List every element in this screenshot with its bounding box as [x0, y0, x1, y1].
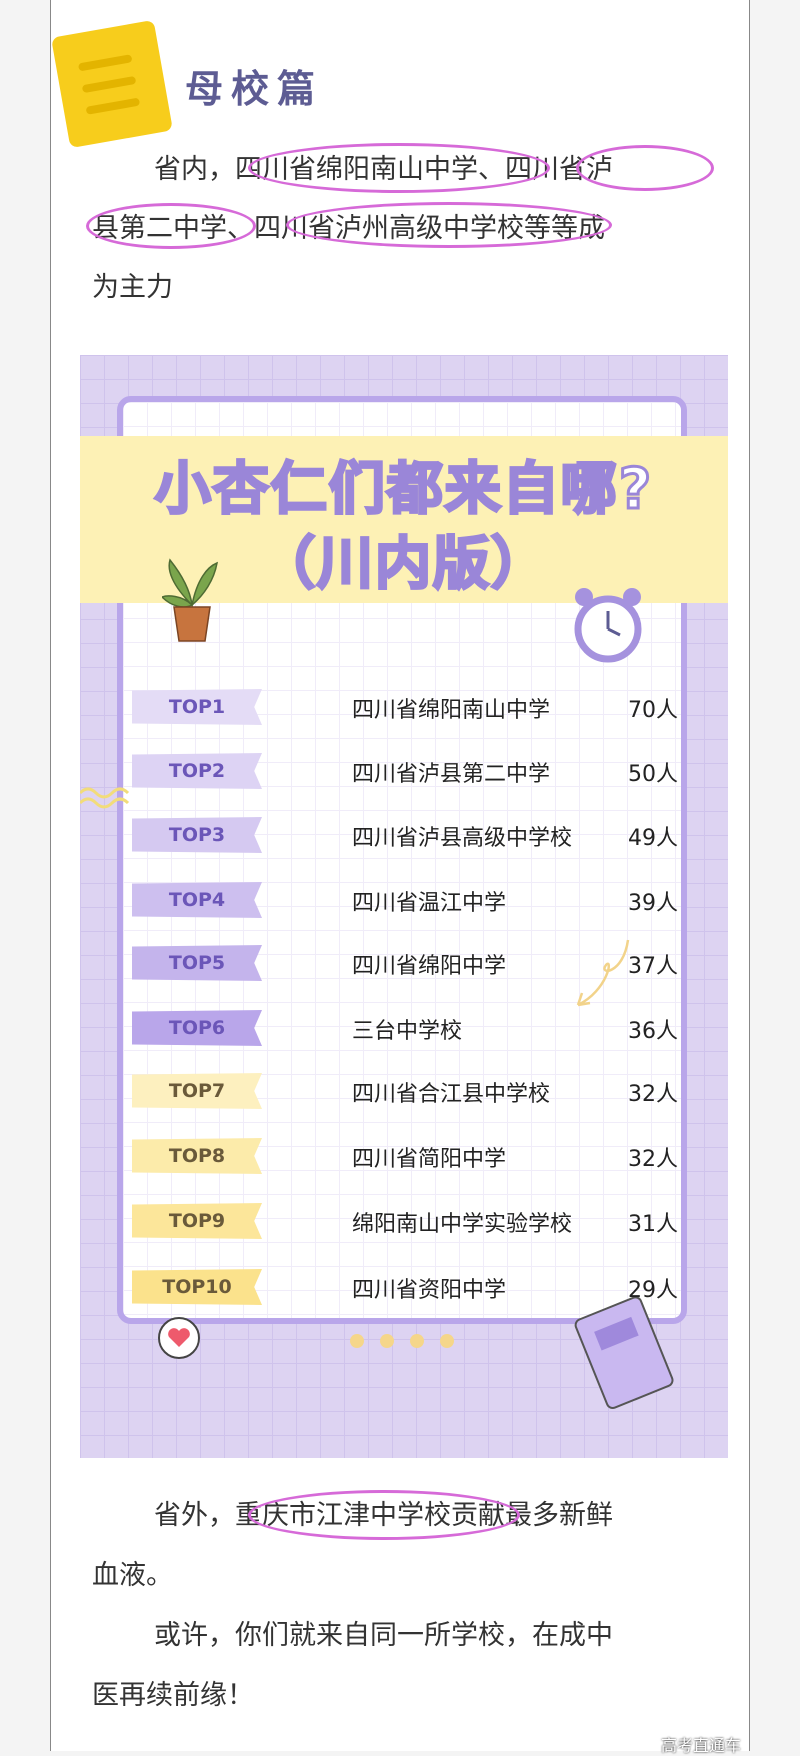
heart-bubble-icon — [154, 1315, 204, 1369]
title-banner: 小杏仁们都来自哪? （川内版） — [80, 436, 728, 603]
text: 省内， — [154, 154, 235, 185]
student-count: 49人 — [628, 826, 678, 851]
school-name: 四川省泸县第二中学 — [352, 762, 551, 787]
text: 贡献最多新鲜 — [451, 1500, 613, 1531]
intro-line-3: 为主力 — [92, 272, 173, 303]
outro-line-1: 省外，重庆市江津中学校贡献最多新鲜 — [92, 1486, 722, 1545]
text: 、 — [227, 213, 254, 244]
school-highlight: 四川省绵阳南山中学 — [235, 154, 478, 185]
outro-line-4: 医再续前缘！ — [92, 1680, 254, 1711]
student-count: 32人 — [628, 1082, 678, 1107]
rank-tag: TOP9 — [132, 1203, 262, 1239]
rank-tag: TOP5 — [132, 945, 262, 981]
school-name: 四川省资阳中学 — [352, 1278, 507, 1303]
student-count: 39人 — [628, 891, 678, 916]
infographic-title: 小杏仁们都来自哪? — [153, 456, 654, 524]
school-name: 四川省合江县中学校 — [352, 1082, 551, 1107]
plant-icon — [160, 555, 222, 649]
infographic-subtitle: （川内版） — [258, 531, 549, 599]
outro-line-3: 或许，你们就来自同一所学校，在成中 — [154, 1620, 613, 1651]
student-count: 36人 — [628, 1019, 678, 1044]
student-count: 32人 — [628, 1147, 678, 1172]
alarm-clock-icon — [568, 583, 648, 671]
rank-tag: TOP6 — [132, 1010, 262, 1046]
school-highlight: 四川省泸 — [505, 154, 613, 185]
rank-tag: TOP2 — [132, 753, 262, 789]
student-count: 70人 — [628, 698, 678, 723]
notebook-icon — [570, 1290, 680, 1424]
school-name: 四川省温江中学 — [352, 891, 507, 916]
dots-decoration — [350, 1333, 470, 1352]
school-highlight: 重庆市江津中学校 — [235, 1500, 451, 1531]
ranking-infographic: 小杏仁们都来自哪? （川内版） TOP1 四川省绵阳南山中学 70人 TOP2 四… — [78, 355, 728, 1458]
school-highlight: 四川省泸州高级中学校 — [254, 213, 524, 244]
school-name: 三台中学校 — [352, 1019, 463, 1044]
school-name: 四川省泸县高级中学校 — [352, 826, 573, 851]
student-count: 31人 — [628, 1212, 678, 1237]
school-name: 四川省绵阳中学 — [352, 954, 507, 979]
intro-line-2: 县第二中学、四川省泸州高级中学校等等成 — [92, 199, 722, 258]
rank-tag: TOP8 — [132, 1138, 262, 1174]
wave-decoration-icon — [78, 785, 140, 819]
curly-arrow-icon — [568, 935, 638, 1019]
watermark: 高考直通车 — [661, 1736, 742, 1755]
school-name: 绵阳南山中学实验学校 — [352, 1212, 573, 1237]
rank-tag: TOP1 — [132, 689, 262, 725]
school-name: 四川省简阳中学 — [352, 1147, 507, 1172]
rank-tag: TOP3 — [132, 817, 262, 853]
section-title: 母校篇 — [185, 67, 324, 111]
school-name: 四川省绵阳南山中学 — [352, 698, 551, 723]
text: 、 — [478, 154, 505, 185]
rank-tag: TOP4 — [132, 882, 262, 918]
rank-tag: TOP7 — [132, 1073, 262, 1109]
sticky-note-icon — [51, 19, 173, 149]
rank-tag: TOP10 — [132, 1269, 262, 1305]
school-highlight: 县第二中学 — [92, 213, 227, 244]
student-count: 50人 — [628, 762, 678, 787]
intro-line-1: 省内，四川省绵阳南山中学、四川省泸 — [92, 140, 722, 199]
student-count: 29人 — [628, 1278, 678, 1303]
text: 等等成 — [524, 213, 605, 244]
outro-line-2: 血液。 — [92, 1560, 173, 1591]
student-count: 37人 — [628, 954, 678, 979]
text: 省外， — [154, 1500, 235, 1531]
